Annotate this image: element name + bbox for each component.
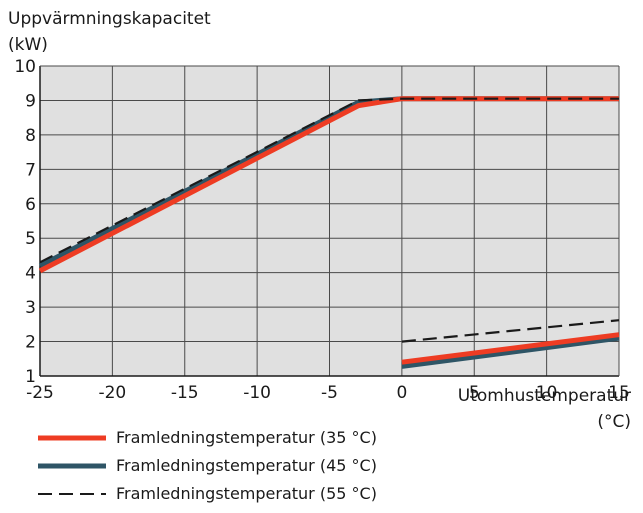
x-tick-label: 10 [536, 383, 558, 400]
y-axis-title-line1: Uppvärmningskapacitet [8, 9, 211, 29]
x-tick-label: -5 [321, 383, 338, 400]
x-tick-label: 15 [608, 383, 630, 400]
y-tick-label: 8 [25, 126, 36, 146]
legend-swatch-45 [38, 463, 106, 469]
x-tick-label: -15 [171, 383, 199, 400]
x-axis-title-line1: Utomhustemperatur [457, 386, 631, 406]
y-tick-label: 9 [25, 91, 36, 111]
x-tick-label: -20 [98, 383, 126, 400]
chart-plot: -25 -20 -15 -10 -5 0 5 10 15 1 2 3 4 5 6 7 8 9 10 [14, 57, 630, 400]
y-tick-label: 10 [14, 57, 36, 77]
series-line-35-segment-2 [401, 332, 620, 365]
y-axis-title-line2: (kW) [8, 35, 48, 55]
legend-swatch-55 [38, 493, 106, 495]
y-axis-title: Uppvärmningskapacitet (kW) [8, 6, 211, 58]
series-line-55-segment-1 [39, 97, 619, 264]
legend-label-45: Framledningstemperatur (45 °C) [116, 456, 377, 475]
x-tick-label: 0 [396, 383, 407, 400]
legend-swatch-35 [38, 435, 106, 441]
legend-label-35: Framledningstemperatur (35 °C) [116, 428, 377, 447]
y-tick-label: 4 [25, 264, 36, 284]
y-tick-label: 5 [25, 229, 36, 249]
y-tick-label: 6 [25, 195, 36, 215]
series-line-45-segment-2 [401, 335, 620, 369]
y-tick-label: 1 [25, 367, 36, 387]
x-tick-label: 5 [469, 383, 480, 400]
y-tick-label: 3 [25, 298, 36, 318]
x-tick-label: -25 [26, 383, 54, 400]
x-axis-title: Utomhustemperatur (°C) [458, 383, 631, 435]
legend-label-55: Framledningstemperatur (55 °C) [116, 484, 377, 503]
series-line-55-segment-2 [401, 319, 620, 343]
x-axis-title-line2: (°C) [597, 412, 631, 432]
y-tick-label: 7 [25, 160, 36, 180]
x-tick-label: -10 [243, 383, 271, 400]
y-tick-label: 2 [25, 333, 36, 353]
